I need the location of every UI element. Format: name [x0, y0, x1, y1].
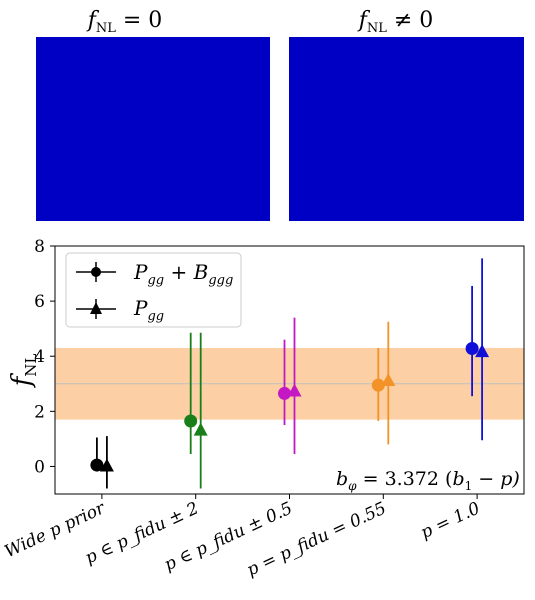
panel-right: fNL ≠ 0 — [289, 8, 524, 221]
data-point-triangle — [287, 383, 302, 397]
y-tick-label: 0 — [34, 457, 45, 477]
data-point-circle — [371, 378, 385, 392]
y-tick-label: 2 — [34, 402, 45, 422]
panel-left: fNL = 0 — [36, 8, 270, 221]
data-point-triangle — [99, 458, 114, 472]
y-axis-label: fNL — [7, 354, 40, 389]
panel-left-title: fNL = 0 — [86, 8, 163, 36]
data-point-circle — [184, 414, 198, 428]
legend-label-pgg-bggg: Pgg + Bggg — [133, 260, 233, 288]
y-tick-label: 8 — [34, 237, 45, 257]
panel-left-map — [36, 37, 270, 221]
data-point-triangle — [193, 422, 208, 436]
data-point-circle — [278, 386, 291, 400]
legend-marker-circle — [91, 267, 101, 277]
legend-entry-pgg: Pgg — [76, 296, 164, 324]
legend-label-pgg: Pgg — [133, 296, 164, 324]
x-tick-label: p = 1.0 — [418, 498, 484, 543]
chart-annotation: bφ = 3.372 (b1 − p) — [336, 468, 520, 493]
data-point-circle — [465, 342, 479, 356]
y-tick-label: 4 — [34, 347, 45, 367]
chart-marks — [90, 258, 490, 489]
data-point-triangle — [381, 373, 396, 387]
y-axis: 0 2 4 6 8 — [34, 237, 55, 477]
data-point-circle — [90, 458, 104, 472]
panel-right-title: fNL ≠ 0 — [357, 8, 434, 36]
legend-marker-triangle — [90, 302, 102, 314]
y-tick-label: 6 — [34, 292, 45, 312]
panel-right-map — [289, 37, 524, 221]
legend: Pgg + Bggg Pgg — [65, 252, 242, 328]
legend-entry-pgg-bggg: Pgg + Bggg — [76, 260, 233, 288]
data-point-triangle — [475, 344, 490, 358]
